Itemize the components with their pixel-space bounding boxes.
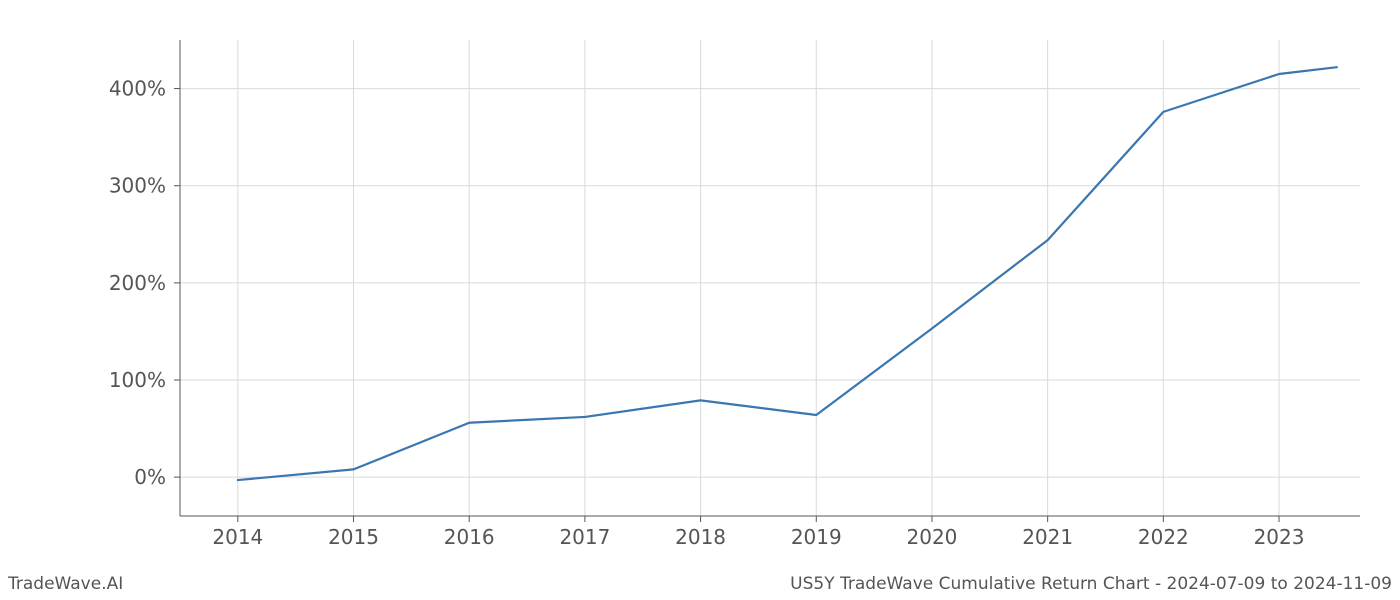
y-tick-label: 0% (134, 465, 166, 489)
chart-container: 2014 2015 2016 2017 2018 2019 2020 2021 2022 2023… (0, 0, 1400, 600)
x-tick-label: 2015 (328, 525, 379, 549)
x-tick-label: 2014 (212, 525, 263, 549)
y-tick-label: 300% (109, 174, 166, 198)
x-tick-label: 2017 (559, 525, 610, 549)
x-tick-label: 2019 (791, 525, 842, 549)
x-tick-label: 2020 (907, 525, 958, 549)
y-tick-label: 200% (109, 271, 166, 295)
y-tick-label: 400% (109, 77, 166, 101)
x-tick-label: 2022 (1138, 525, 1189, 549)
chart-background (0, 0, 1400, 600)
y-tick-label: 100% (109, 368, 166, 392)
line-chart: 2014 2015 2016 2017 2018 2019 2020 2021 2022 2023… (0, 0, 1400, 600)
x-tick-label: 2016 (444, 525, 495, 549)
x-tick-label: 2023 (1254, 525, 1305, 549)
x-tick-label: 2018 (675, 525, 726, 549)
x-tick-label: 2021 (1022, 525, 1073, 549)
